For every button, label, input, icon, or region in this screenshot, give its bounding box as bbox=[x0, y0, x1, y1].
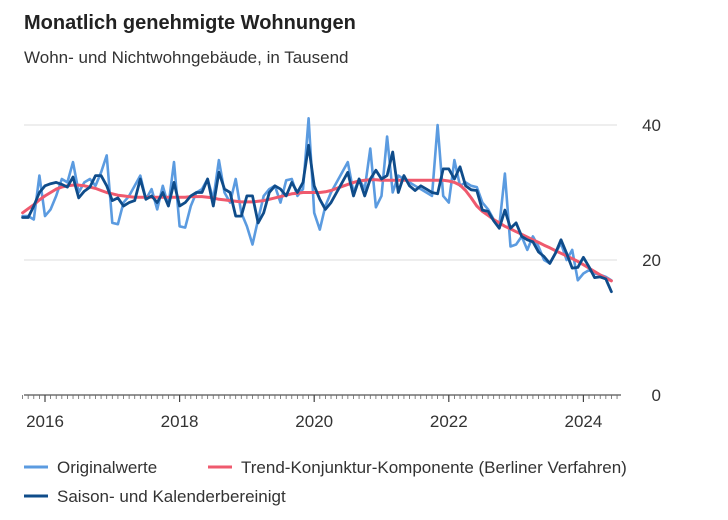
series-line-2 bbox=[21, 143, 613, 294]
x-tick-label: 2020 bbox=[295, 412, 333, 431]
x-axis: 2016 2018 2020 2022 2024 bbox=[22, 394, 621, 431]
series-line-0 bbox=[21, 117, 613, 282]
chart-subtitle: Wohn- und Nichtwohngebäude, in Tausend bbox=[24, 48, 349, 67]
x-tick-label: 2022 bbox=[430, 412, 468, 431]
chart-title: Monatlich genehmigte Wohnungen bbox=[24, 12, 356, 34]
series-lines bbox=[21, 117, 613, 294]
legend: Originalwerte Trend-Konjunktur-Komponent… bbox=[24, 458, 627, 506]
y-axis: 0 20 40 bbox=[642, 116, 661, 405]
gridlines bbox=[24, 124, 617, 261]
legend-item-originalwerte[interactable]: Originalwerte bbox=[24, 458, 157, 477]
y-tick-label: 40 bbox=[642, 116, 661, 135]
y-tick-label: 0 bbox=[652, 386, 661, 405]
x-tick-label: 2016 bbox=[26, 412, 64, 431]
legend-label: Saison- und Kalenderbereinigt bbox=[57, 487, 286, 506]
legend-label: Trend-Konjunktur-Komponente (Berliner Ve… bbox=[241, 458, 627, 477]
legend-label: Originalwerte bbox=[57, 458, 157, 477]
legend-item-trend[interactable]: Trend-Konjunktur-Komponente (Berliner Ve… bbox=[208, 458, 627, 477]
x-tick-label: 2018 bbox=[161, 412, 199, 431]
y-tick-label: 20 bbox=[642, 251, 661, 270]
x-tick-label: 2024 bbox=[564, 412, 602, 431]
legend-item-saisonbereinigt[interactable]: Saison- und Kalenderbereinigt bbox=[24, 487, 286, 506]
